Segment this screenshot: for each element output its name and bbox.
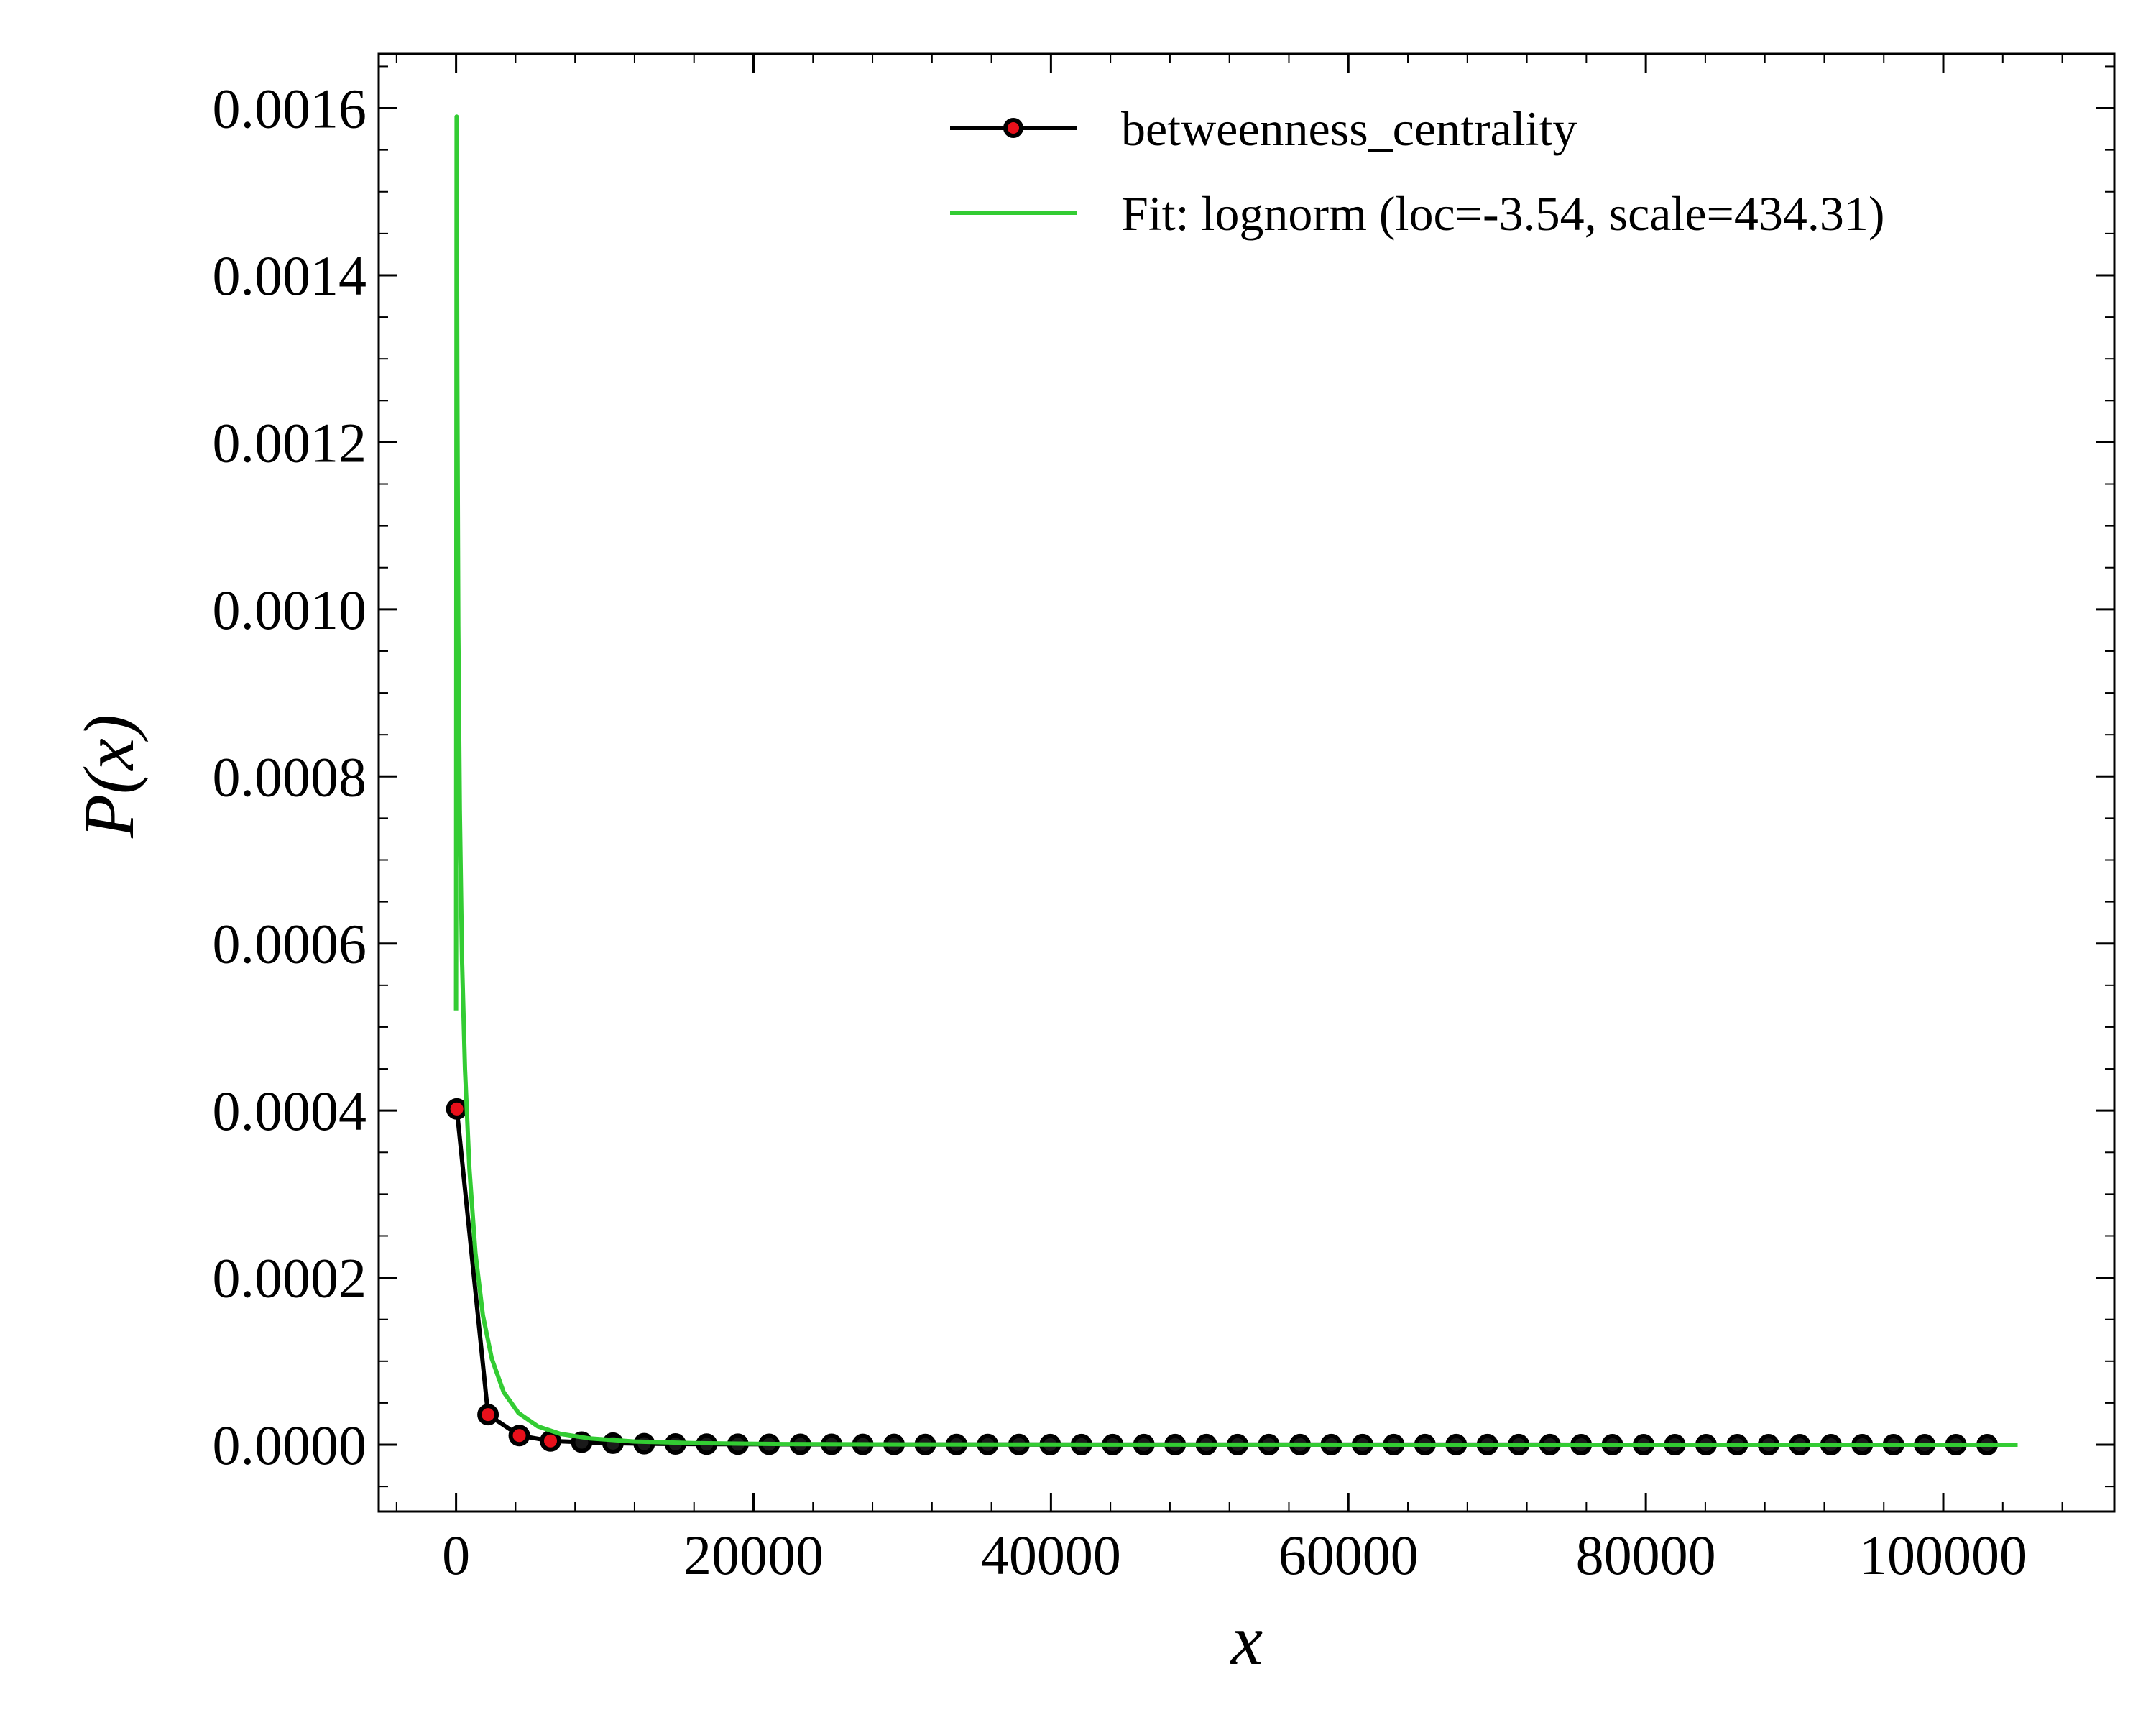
- y-tick-label: 0.0006: [213, 913, 367, 975]
- legend-marker-betweenness: [1003, 118, 1023, 138]
- legend-label-betweenness: betweenness_centrality: [1121, 101, 1577, 156]
- betweenness-point: [477, 1404, 499, 1426]
- y-tick-label: 0.0012: [213, 411, 367, 474]
- y-tick-label: 0.0008: [213, 745, 367, 808]
- y-tick-label: 0.0010: [213, 579, 367, 641]
- x-tick-label: 80000: [1576, 1524, 1716, 1586]
- plot-frame: [377, 52, 2116, 1513]
- y-tick-label: 0.0014: [213, 244, 367, 307]
- betweenness-point: [540, 1430, 562, 1452]
- betweenness-point: [446, 1098, 468, 1120]
- fit-line: [453, 114, 2018, 1447]
- legend: betweenness_centrality Fit: lognorm (loc…: [950, 101, 1885, 241]
- x-tick-label: 60000: [1279, 1524, 1419, 1586]
- x-tick-label: 40000: [981, 1524, 1121, 1586]
- x-tick-label: 20000: [683, 1524, 824, 1586]
- betweenness-point: [602, 1432, 624, 1454]
- y-tick-label: 0.0000: [213, 1414, 367, 1476]
- minor-ticks: [379, 54, 2114, 1512]
- legend-label-fit: Fit: lognorm (loc=-3.54, scale=434.31): [1121, 186, 1885, 241]
- x-axis-label: x: [1230, 1600, 1263, 1680]
- tick-labels: 0 20000 40000 60000 80000 100000 0.0000 0.0002 0…: [213, 78, 2028, 1586]
- series-layer: [446, 114, 2018, 1456]
- x-tick-label: 0: [442, 1524, 470, 1586]
- x-tick-label: 100000: [1859, 1524, 2027, 1586]
- betweenness-point: [508, 1425, 530, 1447]
- y-axis-label: P(x): [69, 714, 149, 839]
- y-tick-label: 0.0004: [213, 1080, 367, 1142]
- y-tick-label: 0.0002: [213, 1247, 367, 1310]
- y-tick-label: 0.0016: [213, 78, 367, 140]
- major-ticks: [379, 54, 2114, 1512]
